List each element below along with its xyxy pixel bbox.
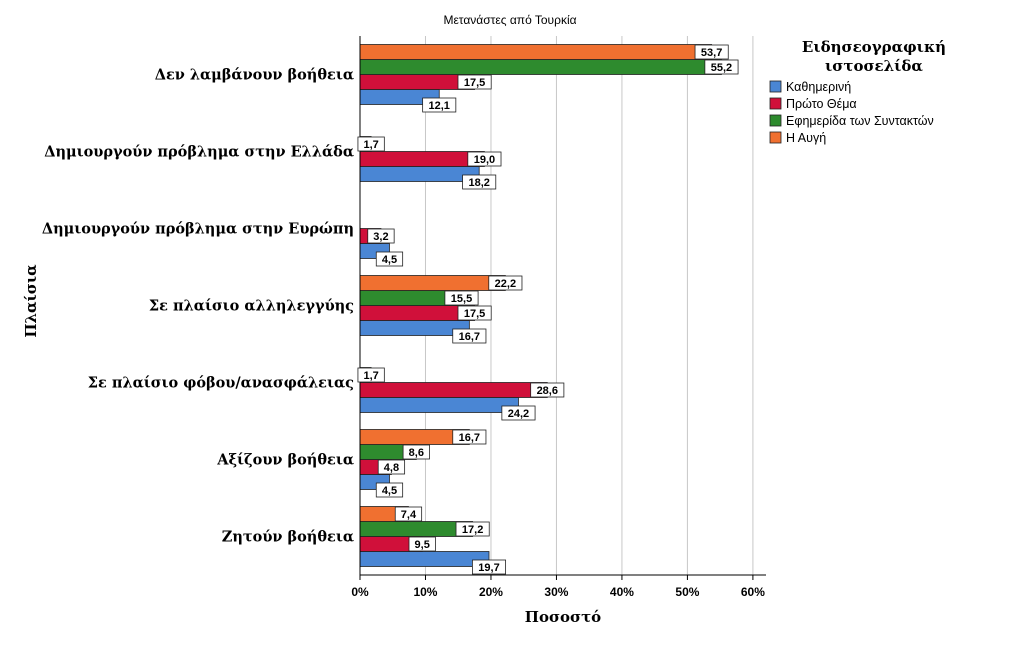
- bar: [359, 166, 480, 182]
- bar: [359, 74, 475, 90]
- data-label: 1,7: [363, 370, 378, 382]
- data-label-box: [452, 328, 487, 344]
- legend-swatch: [769, 97, 782, 110]
- data-label-box: [444, 290, 479, 306]
- data-label: 22,2: [495, 278, 516, 290]
- data-labels: 12,1 17,5 55,2 53,7 18,2 19,0 1,7 4,5 3,2 16,7 17,…: [357, 44, 739, 575]
- legend-title: ιστοσελίδα: [825, 57, 923, 75]
- data-label: 8,6: [409, 447, 424, 459]
- data-label: 16,7: [459, 432, 480, 444]
- category-labels: Δεν λαμβάνουν βοήθεια Δημιουργούν πρόβλημ…: [42, 67, 354, 546]
- legend-label: Καθημερινή: [786, 80, 851, 94]
- data-label-box: [488, 275, 523, 291]
- y-axis-title: Πλαίσια: [22, 264, 40, 338]
- data-label-box: [462, 174, 497, 190]
- bar: [359, 397, 519, 413]
- category-label: Αξίζουν βοήθεια: [216, 452, 354, 469]
- data-label-box: [457, 74, 492, 90]
- data-label-box: [455, 521, 490, 537]
- legend-swatch: [769, 80, 782, 93]
- bar: [359, 382, 548, 398]
- data-label-box: [394, 506, 423, 522]
- axes: [359, 36, 766, 580]
- data-label-box: [408, 536, 436, 552]
- bar: [359, 44, 713, 60]
- data-label-box: [704, 59, 739, 75]
- data-label-box: [530, 382, 565, 398]
- x-tick-label: 0%: [351, 585, 369, 599]
- data-label-box: [367, 228, 395, 244]
- bar: [359, 305, 475, 321]
- data-label-box: [357, 367, 385, 383]
- category-label: Σε πλαίσιο φόβου/ανασφάλειας: [88, 375, 354, 392]
- data-label: 16,7: [459, 331, 480, 343]
- data-label-box: [402, 444, 430, 460]
- data-label: 17,2: [462, 524, 483, 536]
- legend-label: Πρώτο Θέμα: [786, 97, 857, 111]
- category-label: Δημιουργούν πρόβλημα στην Ελλάδα: [44, 144, 354, 161]
- data-label: 17,5: [464, 77, 485, 89]
- data-label-box: [694, 44, 729, 60]
- bar: [359, 59, 722, 75]
- bar: [359, 551, 490, 567]
- data-label: 7,4: [401, 509, 417, 521]
- data-label-box: [375, 251, 404, 267]
- bars: [359, 44, 722, 567]
- legend-label: Η Αυγή: [786, 131, 826, 145]
- data-label: 19,0: [474, 154, 495, 166]
- data-label: 3,2: [373, 231, 388, 243]
- data-label-box: [375, 482, 404, 498]
- data-label-box: [501, 405, 536, 421]
- data-label-box: [467, 151, 502, 167]
- legend-label: Εφημερίδα των Συντακτών: [786, 114, 934, 128]
- bar: [359, 275, 506, 291]
- data-label-box: [357, 136, 385, 152]
- bar: [359, 151, 485, 167]
- data-label-box: [452, 429, 487, 445]
- data-label: 1,7: [363, 139, 378, 151]
- x-tick-label: 10%: [413, 585, 437, 599]
- data-label: 9,5: [415, 539, 430, 551]
- data-label: 4,5: [382, 254, 397, 266]
- chart-title: Μετανάστες από Τουρκία: [443, 13, 576, 27]
- legend-swatch: [769, 114, 782, 127]
- category-label: Ζητούν βοήθεια: [222, 529, 354, 546]
- data-label: 15,5: [451, 293, 472, 305]
- x-axis-title: Ποσοστό: [525, 608, 601, 626]
- data-label: 24,2: [508, 408, 529, 420]
- data-label-box: [422, 97, 457, 113]
- gridlines: [424, 36, 754, 575]
- legend-title: Ειδησεογραφική: [802, 38, 946, 56]
- data-label: 19,7: [478, 562, 499, 574]
- data-label-box: [377, 459, 406, 475]
- data-label: 53,7: [701, 47, 722, 59]
- data-label: 17,5: [464, 308, 485, 320]
- data-label: 55,2: [711, 62, 732, 74]
- data-label: 4,8: [384, 462, 399, 474]
- x-tick-label: 20%: [479, 585, 503, 599]
- x-tick-label: 40%: [610, 585, 634, 599]
- category-label: Δεν λαμβάνουν βοήθεια: [155, 67, 354, 84]
- data-label: 28,6: [537, 385, 558, 397]
- x-tick-label: 60%: [741, 585, 765, 599]
- data-label: 12,1: [429, 100, 450, 112]
- category-label: Δημιουργούν πρόβλημα στην Ευρώπη: [42, 221, 354, 238]
- x-tick-label: 30%: [544, 585, 568, 599]
- data-label-box: [457, 305, 492, 321]
- x-tick-label: 50%: [675, 585, 699, 599]
- tick-labels: 0% 10% 20% 30% 40% 50% 60%: [351, 585, 765, 599]
- data-label: 18,2: [468, 177, 489, 189]
- data-label-box: [472, 559, 507, 575]
- category-label: Σε πλαίσιο αλληλεγγύης: [149, 298, 354, 315]
- legend-swatch: [769, 131, 782, 144]
- data-label: 4,5: [382, 485, 397, 497]
